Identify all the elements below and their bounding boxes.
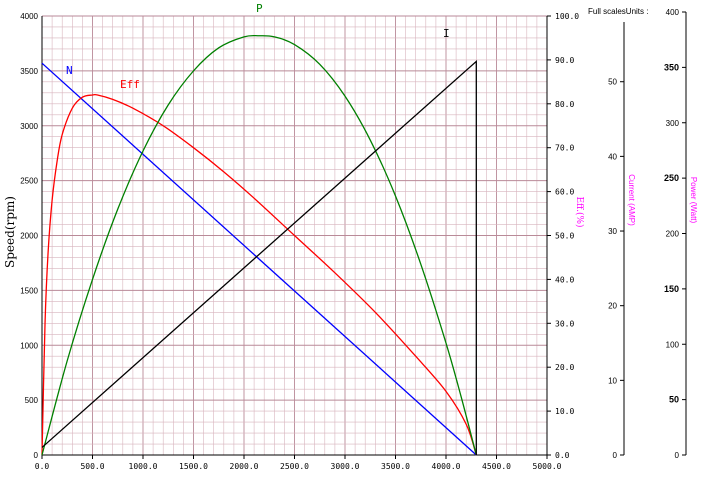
- x-tick-label: 2000.0: [230, 462, 259, 471]
- eff-tick-label: 30.0: [555, 319, 574, 328]
- series: [41, 34, 477, 456]
- x-tick-label: 1500.0: [179, 462, 208, 471]
- eff-tick-label: 20.0: [555, 363, 574, 372]
- current-tick-label: 50: [608, 78, 617, 87]
- power-tick-label: 0: [675, 451, 680, 460]
- eff-tick-label: 40.0: [555, 275, 574, 284]
- series-line-i: [41, 59, 477, 455]
- x-tick-label: 3000.0: [331, 462, 360, 471]
- speed-tick-label: 2500: [20, 177, 38, 186]
- y-axis-title-power: Power (Watt): [689, 177, 698, 224]
- power-tick-label: 400: [666, 8, 680, 17]
- power-tick-label: 300: [666, 119, 680, 128]
- speed-tick-label: 1500: [20, 286, 38, 295]
- x-tick-label: 5000.0: [533, 462, 562, 471]
- x-tick-label: 0.0: [35, 462, 50, 471]
- speed-tick-label: 1000: [20, 341, 38, 350]
- y-axis-title-eff: Eff.(%): [574, 196, 585, 227]
- full-scales-label: Full scalesUnits :: [588, 7, 648, 16]
- tick-labels: 0.0 500.0 1000.0 1500.0 2000.0 2500.0 3000.0 35…: [20, 8, 679, 471]
- current-tick-label: 30: [608, 227, 617, 236]
- series-label-p: P: [256, 2, 263, 15]
- series-label-i: I: [443, 27, 450, 40]
- current-tick-label: 0: [613, 451, 618, 460]
- power-tick-label: 150: [664, 284, 679, 294]
- series-line-n: [41, 62, 477, 456]
- axes: [41, 11, 687, 459]
- power-tick-label: 100: [666, 340, 680, 349]
- x-tick-label: 4500.0: [482, 462, 511, 471]
- current-tick-label: 40: [608, 152, 617, 161]
- speed-tick-label: 2000: [20, 232, 38, 241]
- power-tick-label: 50: [669, 395, 679, 405]
- current-tick-label: 10: [608, 376, 617, 385]
- speed-tick-label: 3500: [20, 67, 38, 76]
- eff-tick-label: 80.0: [555, 100, 574, 109]
- y-axis-title-speed: Speed(rpm): [3, 196, 17, 268]
- current-tick-label: 20: [608, 302, 617, 311]
- power-tick-label: 250: [664, 173, 679, 183]
- eff-tick-label: 100.0: [555, 12, 579, 21]
- x-tick-label: 3500.0: [381, 462, 410, 471]
- series-line-eff: [41, 93, 477, 456]
- series-line-p: [41, 34, 477, 456]
- x-tick-label: 4000.0: [432, 462, 461, 471]
- power-tick-label: 200: [666, 230, 680, 239]
- eff-tick-label: 0.0: [555, 451, 570, 460]
- y-axis-title-current: Current (AMP): [627, 174, 636, 226]
- eff-tick-label: 90.0: [555, 56, 574, 65]
- series-label-eff: Eff: [120, 78, 140, 91]
- eff-tick-label: 10.0: [555, 407, 574, 416]
- power-tick-label: 350: [664, 62, 679, 72]
- speed-tick-label: 0: [34, 451, 39, 460]
- x-tick-label: 500.0: [80, 462, 104, 471]
- x-tick-label: 1000.0: [129, 462, 158, 471]
- grid: [41, 15, 548, 456]
- x-tick-label: 2500.0: [280, 462, 309, 471]
- eff-tick-label: 70.0: [555, 144, 574, 153]
- speed-tick-label: 4000: [20, 12, 38, 21]
- eff-tick-label: 50.0: [555, 232, 574, 241]
- speed-tick-label: 500: [25, 396, 39, 405]
- speed-tick-label: 3000: [20, 122, 38, 131]
- series-label-n: N: [66, 64, 73, 77]
- eff-tick-label: 60.0: [555, 188, 574, 197]
